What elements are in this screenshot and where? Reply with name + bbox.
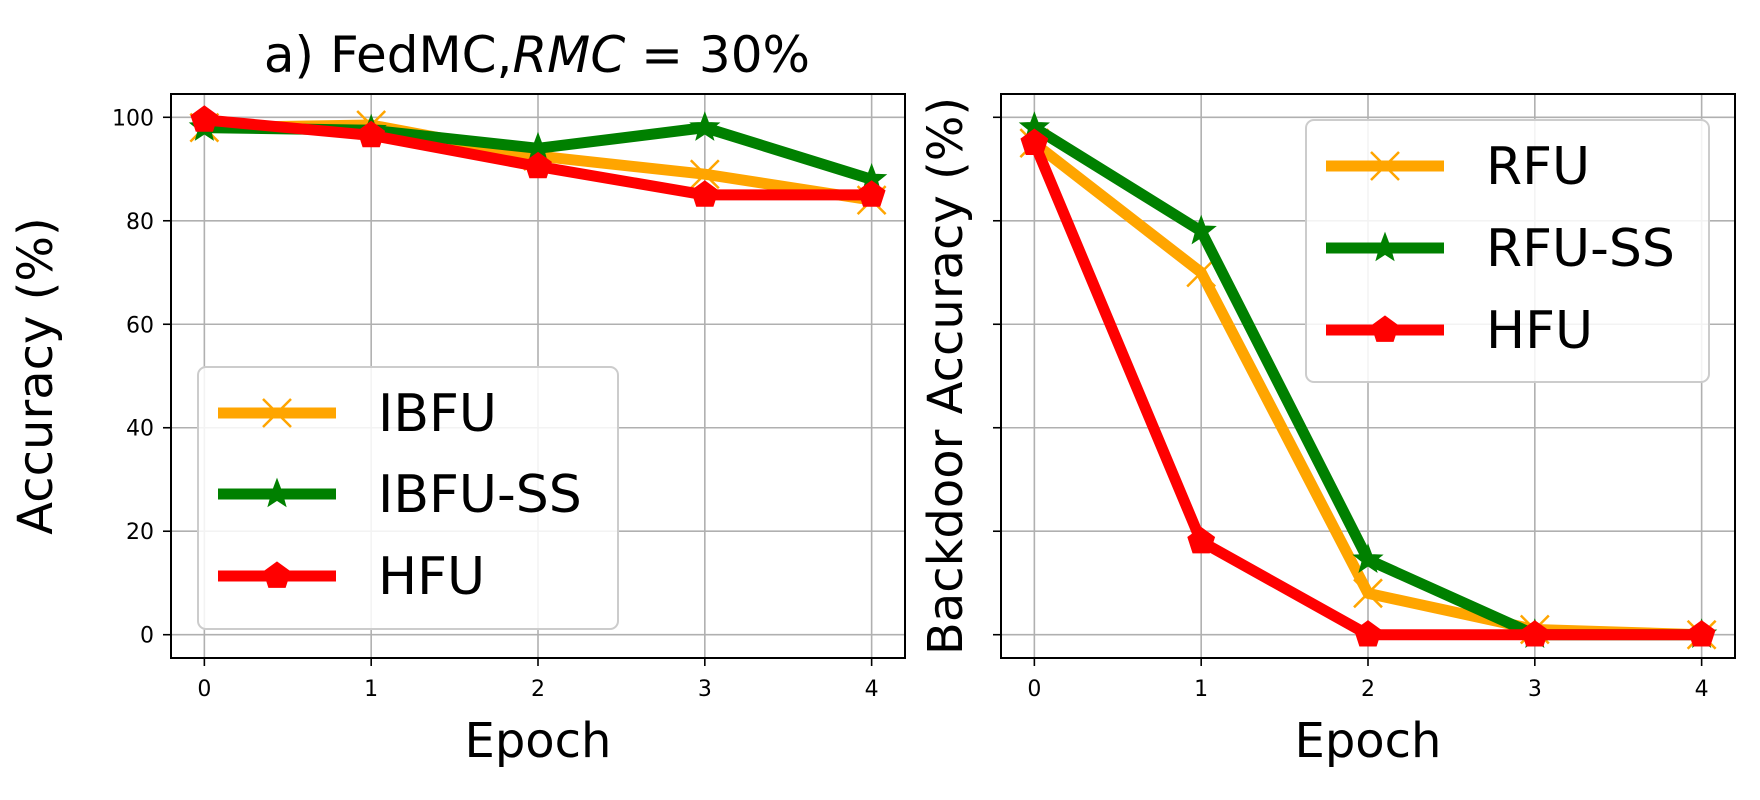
- data-point: [690, 180, 719, 207]
- x-tick-label: 1: [364, 677, 378, 702]
- series-hfu: [1020, 128, 1716, 647]
- data-point: [190, 105, 219, 132]
- x-tick-label: 2: [1361, 677, 1375, 702]
- y-tick-label: 40: [126, 417, 154, 442]
- legend-label: IBFU-SS: [378, 465, 582, 525]
- x-tick-label: 1: [1194, 677, 1208, 702]
- legend: RFU RFU-SS HFU: [1305, 119, 1710, 383]
- x-tick-label: 4: [865, 677, 879, 702]
- x-tick-label: 4: [1695, 677, 1709, 702]
- legend-entry-hfu: HFU: [1326, 301, 1593, 361]
- legend-box: [1305, 119, 1710, 383]
- legend-entry-ibfu-ss: IBFU-SS: [218, 465, 582, 525]
- series-hfu: [190, 105, 886, 207]
- legend-entry-rfu: RFU: [1326, 137, 1590, 197]
- x-tick-label: 3: [698, 677, 712, 702]
- legend-label: IBFU: [378, 384, 497, 444]
- x-axis-label: Epoch: [465, 713, 612, 769]
- legend: IBFU IBFU-SS HFU: [197, 366, 619, 630]
- chart-panel-2: 0 1 2 3 4 Epoch Backdoor Accuracy (%) RFU RFU-SS…: [918, 93, 1736, 769]
- legend-marker: [1369, 231, 1401, 262]
- data-point: [857, 180, 886, 207]
- legend-marker: [263, 561, 291, 588]
- data-point: [1687, 620, 1716, 647]
- data-point: [1186, 257, 1217, 288]
- legend-box: [197, 366, 619, 630]
- data-point: [689, 159, 720, 190]
- legend-entry-rfu-ss: RFU-SS: [1326, 219, 1675, 279]
- y-axis-label: Accuracy (%): [8, 217, 64, 534]
- x-axis-label: Epoch: [1295, 713, 1442, 769]
- legend-marker: [261, 477, 293, 508]
- legend-marker: [1370, 151, 1400, 181]
- legend-marker: [262, 398, 292, 428]
- y-tick-label: 20: [126, 520, 154, 545]
- data-point: [1020, 128, 1049, 155]
- data-point: [524, 151, 552, 179]
- x-tick-label: 0: [197, 677, 211, 702]
- data-point: [1352, 543, 1384, 573]
- data-point: [1187, 526, 1216, 554]
- data-point: [1185, 214, 1217, 245]
- legend-label: RFU: [1486, 137, 1590, 197]
- y-axis-label: Backdoor Accuracy (%): [918, 97, 974, 655]
- chart-title: a) FedMC,RMC = 30%: [264, 26, 810, 84]
- legend-label: HFU: [1486, 301, 1593, 361]
- x-tick-label: 2: [531, 677, 545, 702]
- y-tick-label: 60: [126, 313, 154, 338]
- legend-entry-hfu: HFU: [218, 547, 485, 607]
- legend-entry-ibfu: IBFU: [218, 384, 497, 444]
- data-point: [357, 120, 386, 148]
- y-tick-label: 100: [112, 106, 154, 131]
- x-tick-label: 0: [1027, 677, 1041, 702]
- y-tick-label: 0: [140, 624, 154, 649]
- data-point: [1354, 620, 1382, 647]
- data-point: [1353, 578, 1383, 609]
- legend-label: RFU-SS: [1486, 219, 1675, 279]
- ticks: 0 1 2 3 4: [993, 116, 1709, 702]
- legend-marker: [1371, 315, 1399, 342]
- y-tick-label: 80: [126, 210, 154, 235]
- data-point: [1520, 620, 1549, 647]
- x-tick-label: 3: [1528, 677, 1542, 702]
- legend-label: HFU: [378, 547, 485, 607]
- data-point: [689, 111, 721, 141]
